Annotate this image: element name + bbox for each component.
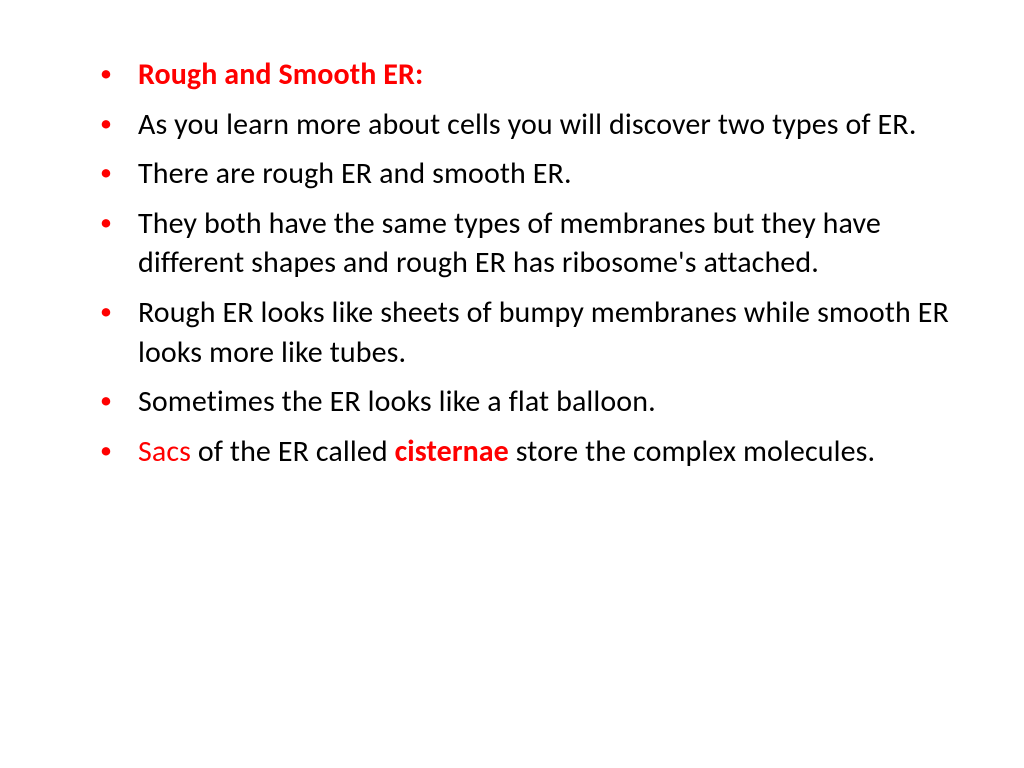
slide: Rough and Smooth ER: As you learn more a… — [0, 0, 1024, 768]
bullet-item: As you learn more about cells you will d… — [100, 105, 964, 145]
keyword-cisternae: cisternae — [395, 433, 509, 470]
bullet-list: Rough and Smooth ER: As you learn more a… — [100, 55, 964, 471]
bullet-item: Rough ER looks like sheets of bumpy memb… — [100, 293, 964, 372]
bullet-item: They both have the same types of membran… — [100, 204, 964, 283]
bullet-item-mixed: Sacs of the ER called cisternae store th… — [100, 432, 964, 472]
bullet-text: As you learn more about cells you will d… — [138, 106, 917, 143]
bullet-item: There are rough ER and smooth ER. — [100, 154, 964, 194]
bullet-text: They both have the same types of membran… — [138, 205, 881, 282]
bullet-text-run: store the complex molecules. — [509, 433, 875, 470]
bullet-text: There are rough ER and smooth ER. — [138, 155, 572, 192]
bullet-text: Rough ER looks like sheets of bumpy memb… — [138, 294, 949, 371]
bullet-heading: Rough and Smooth ER: — [100, 55, 964, 95]
bullet-text-run: of the ER called — [191, 433, 395, 470]
heading-text: Rough and Smooth ER: — [138, 56, 423, 93]
bullet-text: Sometimes the ER looks like a flat ballo… — [138, 383, 656, 420]
keyword-sacs: Sacs — [138, 433, 191, 470]
bullet-item: Sometimes the ER looks like a flat ballo… — [100, 382, 964, 422]
